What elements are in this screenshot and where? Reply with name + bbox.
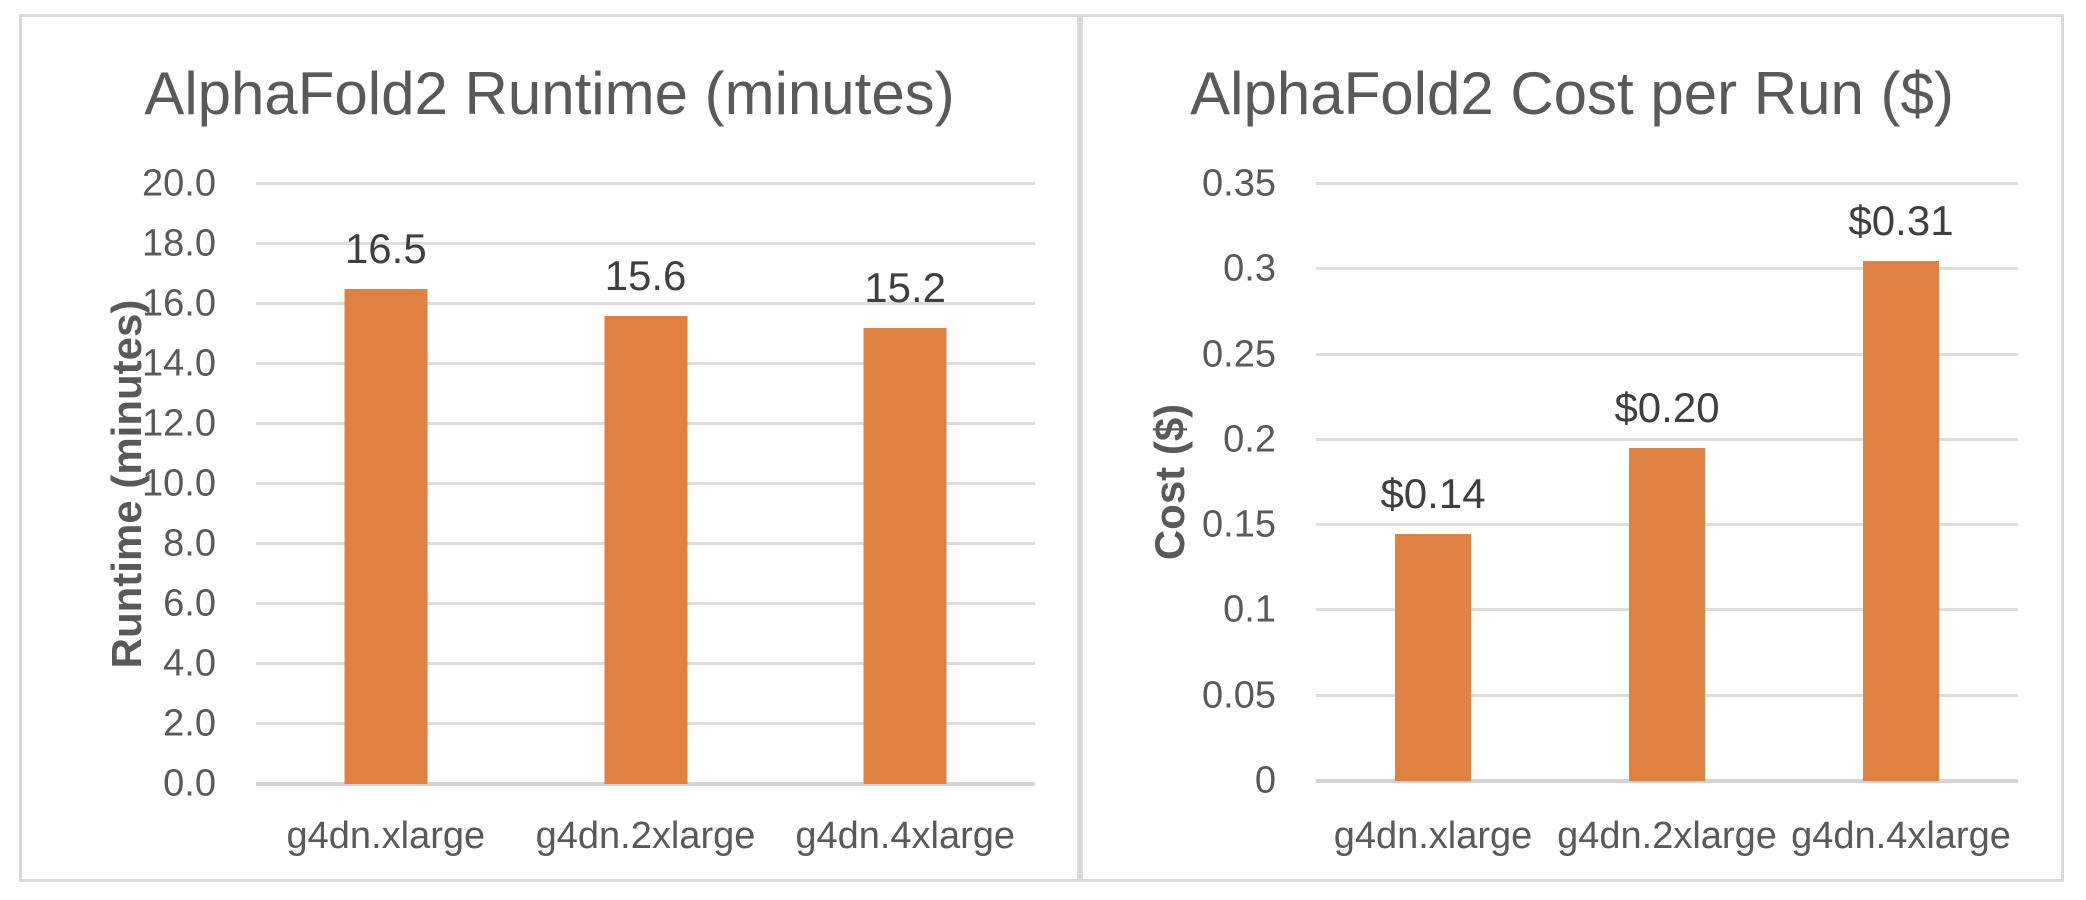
gridline	[1316, 352, 2018, 356]
cost-chart-card: AlphaFold2 Cost per Run ($) Cost ($) 0 0.…	[1080, 14, 2064, 882]
bar-value-label: 16.5	[344, 225, 427, 272]
bar-g4dn.2xlarge	[604, 316, 687, 784]
bar-value-label: $0.31	[1848, 196, 1954, 244]
y-tick-label: 0.2	[1223, 418, 1276, 461]
x-category-label: g4dn.2xlarge	[1557, 815, 1777, 857]
y-tick-label: 16.0	[142, 282, 216, 325]
bar-g4dn.xlarge	[344, 289, 428, 784]
bar-value-label: 15.6	[604, 252, 687, 300]
y-tick-label: 0.25	[1202, 333, 1276, 376]
gridline	[256, 302, 1035, 305]
x-category-label: g4dn.4xlarge	[795, 815, 1016, 857]
x-category-label: g4dn.xlarge	[1333, 815, 1533, 857]
y-tick-label: 10.0	[142, 462, 216, 505]
cost-plot-area: 0 0.05 0.1 0.15 0.2 0.25 0.3 0.35 $0.14 $0.20 $0.3…	[1202, 163, 2018, 802]
bar-g4dn.2xlarge	[1629, 448, 1705, 781]
cost-chart-title: AlphaFold2 Cost per Run ($)	[1190, 60, 1954, 127]
gridline	[1316, 182, 2018, 185]
bar-value-label: $0.14	[1380, 469, 1486, 517]
bar-g4dn.4xlarge	[863, 328, 947, 784]
cost-y-axis-title: Cost ($)	[1146, 403, 1193, 561]
y-tick-label: 2.0	[163, 702, 216, 745]
runtime-x-axis-categories: g4dn.xlarge g4dn.2xlarge g4dn.4xlarge	[256, 815, 1035, 858]
y-tick-label: 0.05	[1202, 674, 1276, 717]
y-tick-label: 20.0	[142, 162, 216, 205]
gridline	[1316, 437, 2018, 441]
x-category-label: g4dn.2xlarge	[535, 815, 756, 857]
y-tick-label: 12.0	[142, 402, 216, 445]
cost-x-axis-categories: g4dn.xlarge g4dn.2xlarge g4dn.4xlarge	[1316, 815, 2018, 858]
y-tick-label: 0.15	[1202, 503, 1276, 546]
y-tick-label: 0.35	[1202, 162, 1276, 205]
y-tick-label: 14.0	[142, 342, 216, 385]
x-axis-line	[256, 782, 1035, 786]
runtime-plot-area: 0.0 2.0 4.0 6.0 8.0 10.0 12.0 14.0 16.0 18.0 20.0 1…	[142, 163, 1035, 805]
runtime-chart-card: AlphaFold2 Runtime (minutes) Runtime (mi…	[19, 14, 1080, 882]
y-tick-label: 0	[1254, 759, 1276, 802]
y-tick-label: 0.0	[163, 762, 216, 805]
y-tick-label: 8.0	[163, 522, 216, 565]
y-tick-label: 4.0	[163, 642, 216, 685]
y-tick-label: 0.1	[1223, 588, 1276, 631]
bar-g4dn.4xlarge	[1863, 260, 1939, 781]
y-tick-label: 18.0	[142, 222, 216, 265]
runtime-chart-title: AlphaFold2 Runtime (minutes)	[144, 60, 955, 127]
bar-value-label: 15.2	[864, 264, 947, 311]
y-tick-label: 0.3	[1223, 247, 1276, 290]
gridline	[1316, 267, 2018, 271]
x-category-label: g4dn.xlarge	[286, 815, 486, 857]
y-tick-label: 6.0	[163, 582, 216, 625]
gridline	[256, 182, 1035, 185]
gridline	[256, 242, 1035, 245]
x-axis-line	[1316, 779, 2018, 783]
bar-value-label: $0.20	[1614, 384, 1720, 432]
bar-g4dn.xlarge	[1395, 533, 1471, 781]
x-category-label: g4dn.4xlarge	[1791, 815, 2011, 857]
